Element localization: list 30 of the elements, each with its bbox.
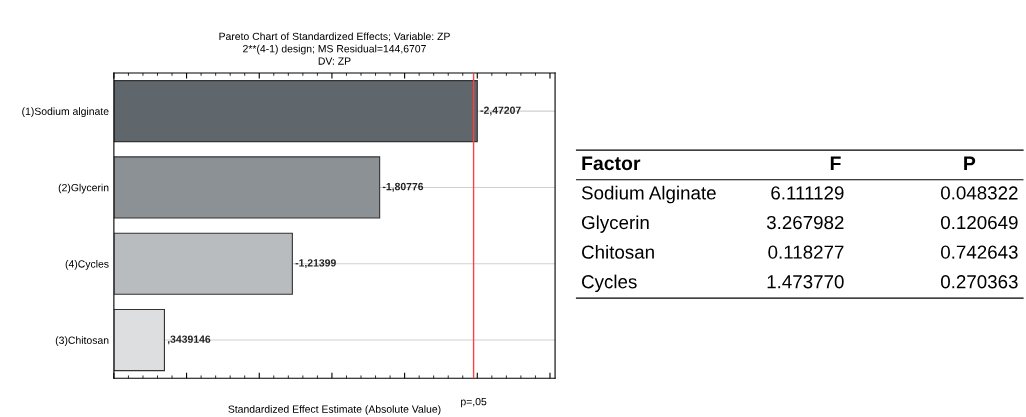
chart-title: Pareto Chart of Standardized Effects; Variable: ZP 2**(4-1) design; MS Residual=144,6707 DV: ZP <box>219 32 450 65</box>
category-label: F <box>830 156 841 170</box>
text: 0.270363 <box>941 275 1018 289</box>
bar <box>113 232 293 295</box>
text: Glycerin <box>582 215 649 233</box>
y-tick-label: (3)Chitosan <box>55 336 109 346</box>
category-label: P <box>964 156 976 170</box>
text: Cycles <box>582 274 637 293</box>
y-tick-label: (2)Glycerin <box>58 183 109 194</box>
category-label: Factor <box>582 156 641 171</box>
annotation: ,3439146 <box>167 335 211 345</box>
y-tick-label: (4)Cycles <box>65 259 109 270</box>
ref-line-label: p=,05 <box>461 397 487 408</box>
text: Sodium Alginate <box>581 185 716 204</box>
text: 0.120649 <box>941 215 1018 230</box>
bar <box>113 80 478 143</box>
text: 6.111129 <box>771 186 844 200</box>
text: 1.473770 <box>767 275 844 289</box>
text: Chitosan <box>582 245 654 259</box>
annotation: -1,80776 <box>382 182 424 192</box>
bar <box>113 156 381 219</box>
text: 3.267982 <box>766 215 844 230</box>
x-axis-title: Standardized Effect Estimate (Absolute Value) <box>228 405 441 415</box>
bar <box>113 308 165 372</box>
text: 0.048322 <box>941 186 1018 200</box>
text: 0.118277 <box>768 245 844 259</box>
annotation: -1,21399 <box>295 259 336 269</box>
annotation: -2,47207 <box>480 106 521 116</box>
text: 0.742643 <box>941 245 1018 259</box>
y-tick-label: (1)Sodium alginate <box>22 107 109 118</box>
